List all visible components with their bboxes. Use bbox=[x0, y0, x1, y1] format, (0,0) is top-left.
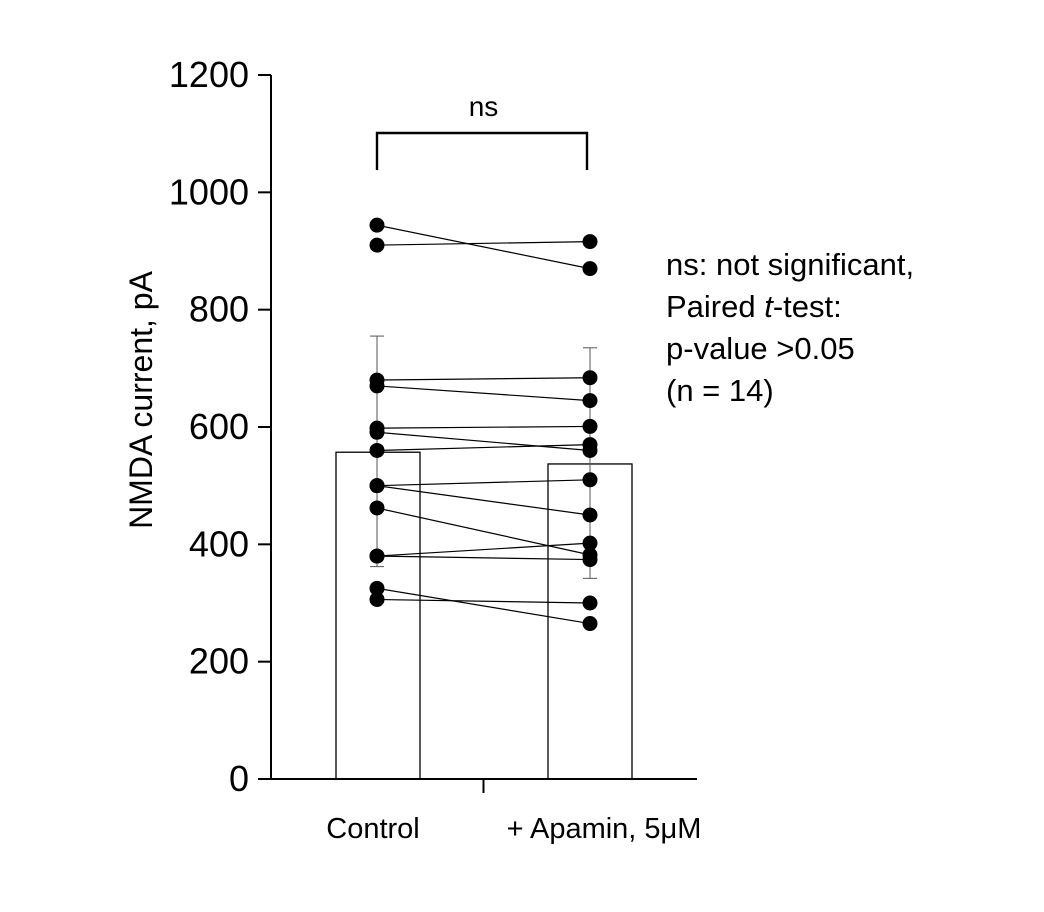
y-tick-label-0: 0 bbox=[229, 758, 249, 799]
paired-line-3 bbox=[376, 385, 591, 402]
annotation-line-2-italic: t bbox=[764, 289, 773, 324]
paired-line-6 bbox=[376, 444, 591, 452]
data-point-10-1 bbox=[582, 535, 598, 551]
paired-line-4 bbox=[376, 425, 591, 429]
paired-lines-layer bbox=[376, 224, 591, 625]
data-point-5-0 bbox=[369, 424, 385, 440]
axes-layer: 0 200 400 600 800 1000 1200 NMDA current, pA Con… bbox=[123, 54, 701, 845]
category-label-1: + Apamin, 5μM bbox=[507, 813, 702, 845]
statistics-annotation: ns: not significant, Paired t-test: p-va… bbox=[666, 244, 1036, 412]
paired-line-11 bbox=[376, 555, 591, 561]
y-tick-label-1200: 1200 bbox=[169, 54, 249, 95]
data-point-9-0 bbox=[369, 500, 385, 516]
paired-line-5 bbox=[376, 431, 591, 452]
data-point-3-1 bbox=[582, 393, 598, 409]
paired-line-8 bbox=[376, 485, 591, 516]
data-point-11-0 bbox=[369, 548, 385, 564]
y-tick-label-400: 400 bbox=[189, 523, 249, 564]
data-point-12-0 bbox=[369, 580, 385, 596]
paired-line-0 bbox=[376, 224, 591, 270]
data-point-0-1 bbox=[582, 261, 598, 277]
y-tick-label-1000: 1000 bbox=[169, 171, 249, 212]
annotation-line-2-suffix: -test: bbox=[772, 289, 842, 324]
category-label-0: Control bbox=[326, 813, 420, 845]
y-tick-label-600: 600 bbox=[189, 406, 249, 447]
y-axis-label: NMDA current, pA bbox=[123, 270, 159, 529]
data-point-3-0 bbox=[369, 378, 385, 394]
paired-line-9 bbox=[376, 507, 591, 556]
data-point-11-1 bbox=[582, 552, 598, 568]
paired-line-2 bbox=[376, 377, 591, 381]
data-point-12-1 bbox=[582, 616, 598, 632]
data-point-4-1 bbox=[582, 418, 598, 434]
paired-line-13 bbox=[376, 598, 591, 604]
annotation-line-4: (n = 14) bbox=[666, 373, 774, 408]
data-point-8-0 bbox=[369, 478, 385, 494]
points-layer bbox=[369, 217, 598, 632]
annotation-line-2: Paired t-test: bbox=[666, 286, 1036, 328]
data-point-8-1 bbox=[582, 507, 598, 523]
significance-label: ns bbox=[469, 91, 499, 122]
data-point-6-0 bbox=[369, 442, 385, 458]
annotation-line-2-prefix: Paired bbox=[666, 289, 765, 324]
data-point-6-1 bbox=[582, 437, 598, 453]
significance-bracket bbox=[375, 131, 589, 170]
paired-line-12 bbox=[376, 587, 591, 625]
significance-layer: ns bbox=[375, 91, 589, 170]
y-tick-label-800: 800 bbox=[189, 289, 249, 330]
data-point-13-1 bbox=[582, 595, 598, 611]
data-point-0-0 bbox=[369, 217, 385, 233]
annotation-line-1: ns: not significant, bbox=[666, 247, 915, 282]
data-point-13-0 bbox=[369, 591, 385, 607]
annotation-line-3: p-value >0.05 bbox=[666, 331, 855, 366]
data-point-2-1 bbox=[582, 370, 598, 386]
paired-line-7 bbox=[376, 479, 591, 487]
y-tick-label-200: 200 bbox=[189, 641, 249, 682]
data-point-1-1 bbox=[582, 234, 598, 250]
paired-line-1 bbox=[376, 241, 591, 246]
paired-line-10 bbox=[376, 542, 591, 557]
data-point-7-1 bbox=[582, 472, 598, 488]
bars-layer bbox=[335, 451, 633, 780]
data-point-1-0 bbox=[369, 237, 385, 253]
